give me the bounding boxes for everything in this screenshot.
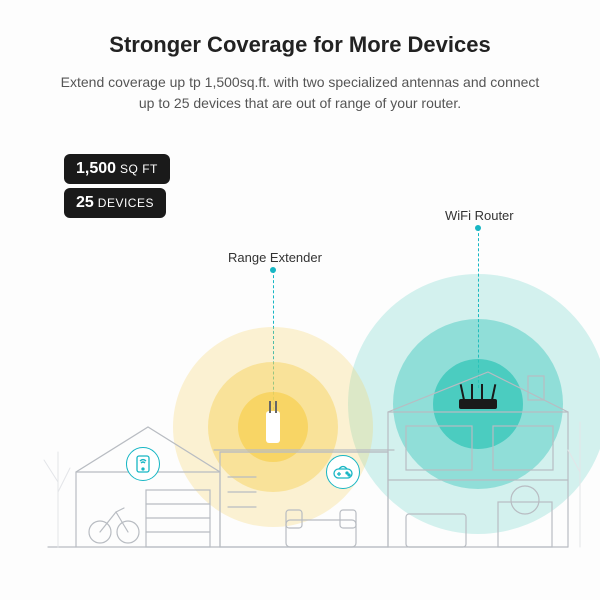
gamepad-icon [326, 455, 360, 489]
extender-device-icon [266, 411, 280, 443]
router-leader-dot [475, 225, 481, 231]
router-device-icon [459, 399, 497, 409]
house-illustration [28, 332, 588, 562]
router-label: WiFi Router [445, 208, 514, 223]
extender-leader-dot [270, 267, 276, 273]
badge-area-unit: SQ FT [120, 162, 158, 176]
badge-area: 1,500 SQ FT [64, 154, 170, 184]
phone-icon [126, 447, 160, 481]
page-subtitle: Extend coverage up tp 1,500sq.ft. with t… [60, 72, 540, 114]
page-title: Stronger Coverage for More Devices [28, 32, 572, 58]
badge-area-num: 1,500 [76, 160, 116, 178]
extender-label: Range Extender [228, 250, 322, 265]
coverage-diagram: Range Extender WiFi Router [28, 202, 572, 562]
